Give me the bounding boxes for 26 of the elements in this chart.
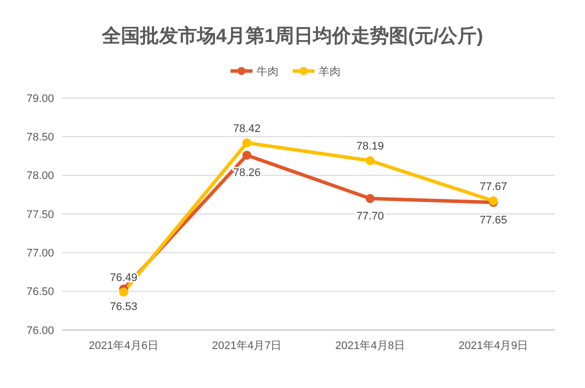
y-tick-label: 76.00 <box>26 324 54 337</box>
x-tick-label: 2021年4月6日 <box>88 340 158 352</box>
y-tick-label: 77.50 <box>26 208 54 221</box>
chart-title: 全国批发市场4月第1周日均价走势图(元/公斤) <box>100 25 484 47</box>
data-label: 77.65 <box>480 214 508 226</box>
point <box>119 288 128 297</box>
data-label: 77.70 <box>356 210 384 222</box>
data-label: 78.42 <box>233 122 261 135</box>
point <box>366 194 375 204</box>
data-label: 76.53 <box>110 300 138 313</box>
y-tick-label: 77.00 <box>26 248 54 260</box>
data-label: 78.19 <box>356 140 384 153</box>
y-tick-label: 79.00 <box>26 92 54 105</box>
legend-label: 牛肉 <box>256 64 278 78</box>
point <box>242 150 252 160</box>
y-tick-label: 78.50 <box>26 132 54 144</box>
data-label: 77.67 <box>480 180 508 193</box>
point <box>242 138 252 148</box>
x-tick-label: 2021年4月7日 <box>212 340 282 352</box>
legend-label: 羊肉 <box>318 66 340 78</box>
x-tick-label: 2021年4月9日 <box>458 340 528 352</box>
x-tick-label: 2021年4月8日 <box>335 340 405 352</box>
y-tick-label: 76.50 <box>26 286 54 298</box>
y-tick-label: 78.00 <box>26 170 54 182</box>
data-label: 78.26 <box>233 167 261 180</box>
point <box>366 156 375 166</box>
